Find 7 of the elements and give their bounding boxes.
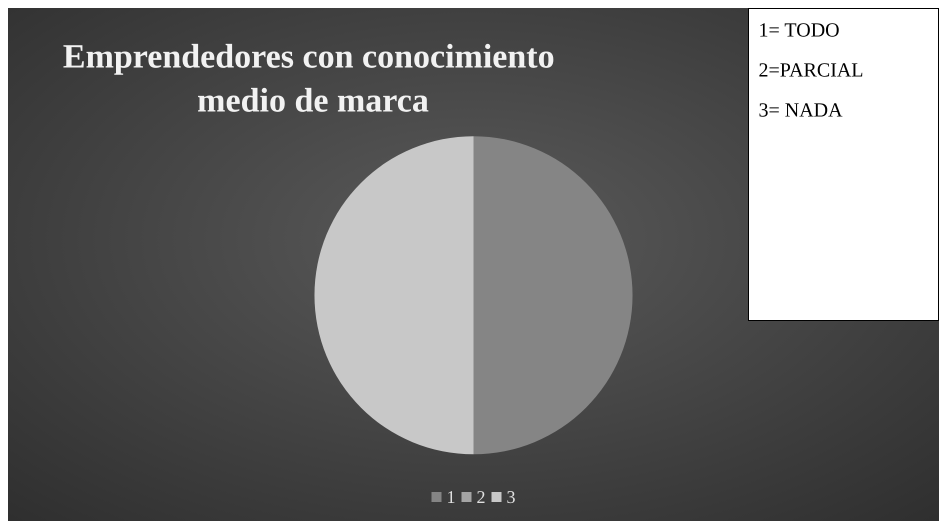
chart-title: Emprendedores con conocimiento medio de marca [62,38,564,120]
legend-label: 3 [506,487,516,507]
text: 3= NADA [758,100,844,122]
text: 1= TODO [758,20,840,42]
legend-label: 2 [476,487,486,507]
legend-label: 1 [446,487,456,507]
text: 2=PARCIAL [758,60,864,82]
